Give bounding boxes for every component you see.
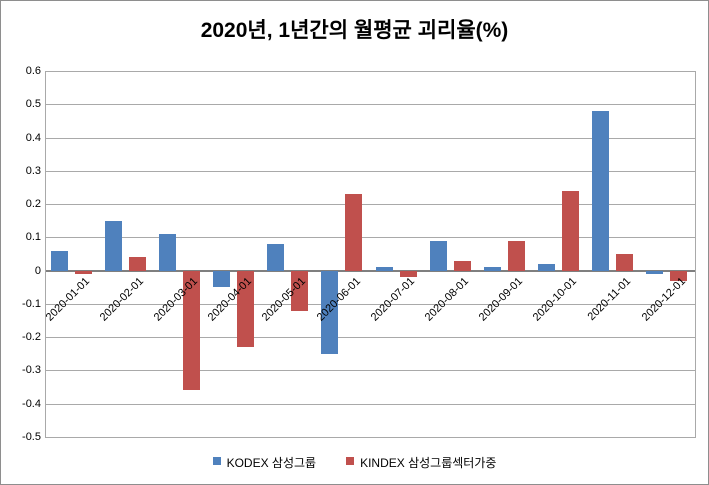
bar-kindex-2020-02-01: [128, 257, 146, 271]
gridline: [45, 204, 695, 206]
legend: KODEX 삼성그룹 KINDEX 삼성그룹섹터가중: [1, 454, 708, 471]
y-tick-label: -0.2: [22, 331, 41, 344]
bar-kindex-2020-10-01: [562, 190, 580, 271]
legend-label-kodex: KODEX 삼성그룹: [226, 456, 317, 470]
gridline: [45, 237, 695, 239]
y-axis-line: [45, 71, 46, 438]
chart-title: 2020년, 1년간의 월평균 괴리율(%): [200, 19, 509, 42]
bar-kindex-2020-07-01: [399, 270, 417, 278]
x-axis-label: 2020-10-01: [531, 274, 580, 324]
y-tick-label: 0.6: [25, 65, 41, 77]
legend-item-kindex: KINDEX 삼성그룹섹터가중: [346, 454, 496, 471]
y-tick-label: -0.3: [22, 364, 41, 377]
gridline: [45, 71, 695, 72]
bar-kodex-2020-02-01: [104, 220, 122, 271]
y-tick-label: -0.5: [22, 431, 41, 443]
y-tick-label: 0.2: [25, 198, 41, 211]
legend-swatch-kodex-icon: [212, 456, 221, 465]
x-axis-label: 2020-01-01: [43, 274, 92, 324]
bar-kodex-2020-06-01: [321, 270, 339, 354]
bar-kindex-2020-08-01: [453, 260, 471, 271]
bar-kindex-2020-03-01: [182, 270, 200, 391]
bar-kodex-2020-12-01: [646, 270, 664, 274]
bar-kodex-2020-08-01: [429, 240, 447, 271]
y-tick-label: -0.1: [22, 297, 41, 310]
gridline: [45, 403, 695, 405]
bar-kindex-2020-11-01: [616, 254, 634, 271]
bar-kodex-2020-05-01: [267, 244, 285, 271]
gridline: [45, 337, 695, 339]
bar-kodex-2020-07-01: [375, 267, 393, 271]
x-axis-label: 2020-07-01: [368, 274, 417, 324]
zero-axis-line: [45, 269, 695, 272]
bar-kodex-2020-01-01: [50, 250, 68, 271]
bar-kodex-2020-03-01: [158, 234, 176, 271]
bar-kindex-2020-05-01: [291, 270, 309, 311]
x-axis-label: 2020-09-01: [476, 274, 526, 324]
gridline: [45, 303, 695, 305]
x-axis-label: 2020-08-01: [422, 274, 472, 324]
bar-kindex-2020-01-01: [74, 270, 92, 274]
bar-kodex-2020-10-01: [538, 263, 556, 271]
x-axis-label: 2020-11-01: [585, 274, 634, 323]
y-tick-label: 0.3: [25, 164, 41, 177]
y-tick-label: 0.5: [25, 98, 41, 111]
bar-kindex-2020-12-01: [670, 270, 688, 281]
gridline: [45, 437, 695, 438]
gridline: [45, 170, 695, 172]
legend-swatch-kindex-icon: [346, 456, 355, 465]
bar-kodex-2020-09-01: [483, 267, 501, 271]
y-tick-label: -0.4: [22, 397, 41, 410]
legend-item-kodex: KODEX 삼성그룹: [212, 454, 317, 471]
bar-kodex-2020-11-01: [592, 110, 610, 271]
gridline: [45, 137, 695, 139]
y-tick-label: 0: [34, 264, 41, 277]
y-tick-label: 0.1: [25, 231, 41, 244]
bar-kindex-2020-09-01: [507, 240, 525, 271]
plot-right-border: [695, 71, 696, 438]
bar-kindex-2020-06-01: [345, 194, 363, 271]
bar-kindex-2020-04-01: [237, 270, 255, 348]
y-tick-label: 0.4: [25, 131, 41, 144]
x-axis-label: 2020-12-01: [639, 274, 688, 324]
gridline: [45, 370, 695, 372]
x-axis-label: 2020-02-01: [97, 274, 147, 324]
legend-label-kindex: KINDEX 삼성그룹섹터가중: [360, 456, 497, 470]
gridline: [45, 104, 695, 106]
bar-kodex-2020-04-01: [213, 270, 231, 288]
